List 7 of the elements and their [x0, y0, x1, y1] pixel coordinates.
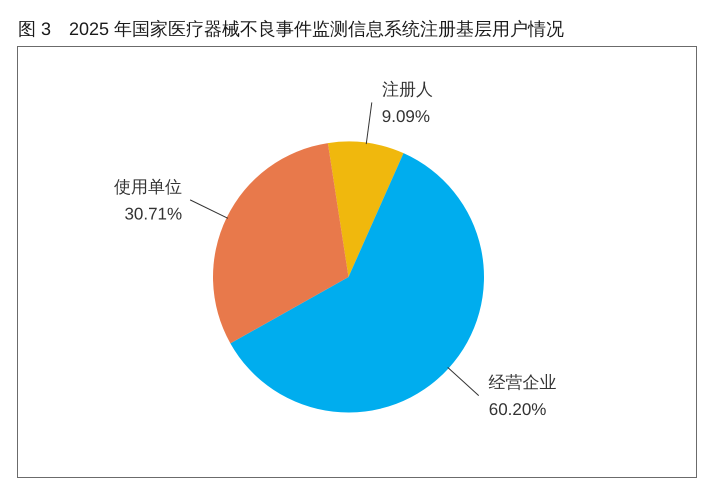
slice-label: 经营企业: [488, 373, 557, 392]
data-label: 60.20%: [488, 400, 546, 420]
data-label: 30.71%: [124, 204, 182, 224]
slice-label: 使用单位: [114, 177, 182, 196]
title: 图 3 2025 年国家医疗器械不良事件监测信息系统注册基层用户情况: [18, 19, 564, 39]
data-label: 9.09%: [382, 106, 430, 126]
slice-label: 注册人: [382, 80, 433, 99]
